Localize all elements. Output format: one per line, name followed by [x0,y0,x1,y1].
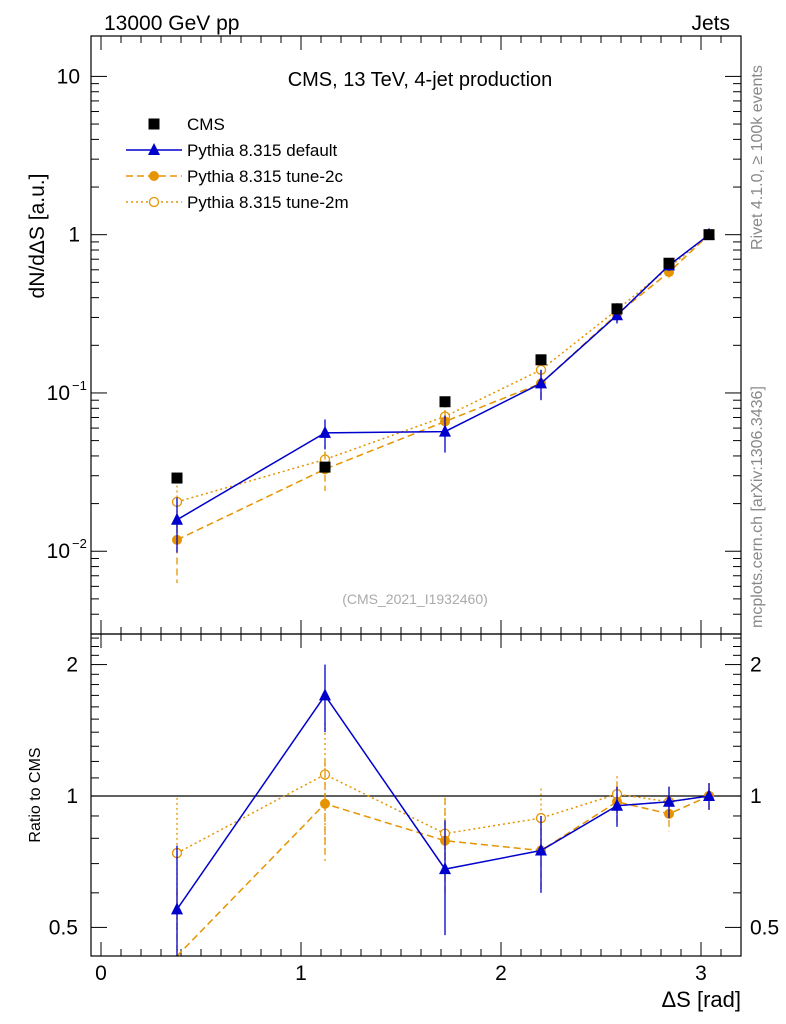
data-point [439,424,451,437]
data-point [535,354,547,366]
legend-entry-cms: CMS [148,115,225,134]
legend-label-pythia-tune-2c: Pythia 8.315 tune-2c [187,167,343,186]
main-data-layer [171,227,715,583]
legend-marker-cms [148,118,160,130]
ratio-y-tick-label-right: 0.5 [750,916,779,939]
data-point [703,788,715,801]
x-tick-label: 0 [95,962,107,985]
ratio-y-axis-label: Ratio to CMS [27,747,44,842]
ratio-y-tick-label: 2 [66,654,78,677]
legend: CMS Pythia 8.315 default Pythia 8.315 tu… [126,115,349,212]
ratio-y-tick-label: 1 [66,785,78,808]
main-y-tick-exponent: −2 [72,536,87,551]
data-point [171,902,183,915]
legend-entry-pythia-default: Pythia 8.315 default [126,141,338,160]
ratio-plot-frame [90,633,742,957]
legend-entry-pythia-tune-2m: Pythia 8.315 tune-2m [126,193,349,212]
data-point [703,229,715,241]
ratio-data-layer [91,664,741,957]
legend-marker-pythia-tune-2c [126,171,182,181]
data-point [535,376,547,389]
data-point [611,798,623,811]
ratio-series-pythia-8-315-tune-2m [171,722,715,932]
data-point [439,862,451,875]
x-tick-label: 1 [295,962,307,985]
main-series-cms [171,229,715,484]
ratio-y-tick-label-right: 1 [750,785,762,808]
x-axis-label: ΔS [rad] [661,987,741,1012]
analysis-watermark: (CMS_2021_I1932460) [342,591,488,607]
ratio-y-tick-label: 0.5 [49,916,78,939]
series-line [176,234,710,541]
main-y-tick-label: 10 [57,65,80,88]
data-point [535,843,547,856]
main-y-tick-label: 10 [47,382,70,405]
ratio-y-tick-label-right: 2 [750,654,762,677]
x-tick-label: 2 [495,962,507,985]
legend-label-cms: CMS [187,115,225,134]
header-right-label: Jets [691,12,730,35]
ratio-axis-ticks [91,634,741,956]
data-point [439,396,451,408]
header-left-label: 13000 GeV pp [104,12,239,35]
data-point [171,472,183,484]
data-point [663,257,675,269]
data-point [171,512,183,525]
legend-symbol [148,143,160,155]
series-line [176,234,710,503]
data-point [319,461,331,473]
series-line [176,234,710,521]
legend-symbol [149,171,159,181]
mcplots-reference-label: mcplots.cern.ch [arXiv:1306.3436] [749,386,766,628]
legend-marker-pythia-tune-2m [126,196,182,208]
legend-marker-pythia-default [126,143,182,155]
main-y-axis-label: dN/dΔS [a.u.] [26,174,49,299]
main-axis-ticks [91,36,741,635]
legend-label-pythia-tune-2m: Pythia 8.315 tune-2m [187,193,349,212]
legend-symbol [148,196,160,208]
series-line [176,795,710,957]
ratio-panel: 0.5 0.5 1 1 2 2 0 1 2 3 [49,633,779,985]
data-point [319,688,331,701]
data-point [320,798,330,809]
main-y-tick-label: 10 [47,540,70,563]
data-point [663,794,675,807]
ratio-tick-labels: 0.5 0.5 1 1 2 2 0 1 2 3 [49,654,779,985]
series-line [176,694,710,910]
data-point [319,425,331,438]
ratio-series-pythia-8-315-default [171,664,715,956]
main-y-tick-exponent: −1 [72,378,87,393]
legend-entry-pythia-tune-2c: Pythia 8.315 tune-2c [126,167,343,186]
x-tick-label: 3 [695,962,707,985]
rivet-version-label: Rivet 4.1.0, ≥ 100k events [749,65,766,250]
data-point [611,303,623,315]
main-series-pythia-8-315-tune-2m [171,229,715,534]
main-y-tick-label: 1 [68,224,80,247]
legend-symbol [148,118,160,130]
legend-label-pythia-default: Pythia 8.315 default [187,141,338,160]
main-chart-title: CMS, 13 TeV, 4-jet production [288,69,553,91]
